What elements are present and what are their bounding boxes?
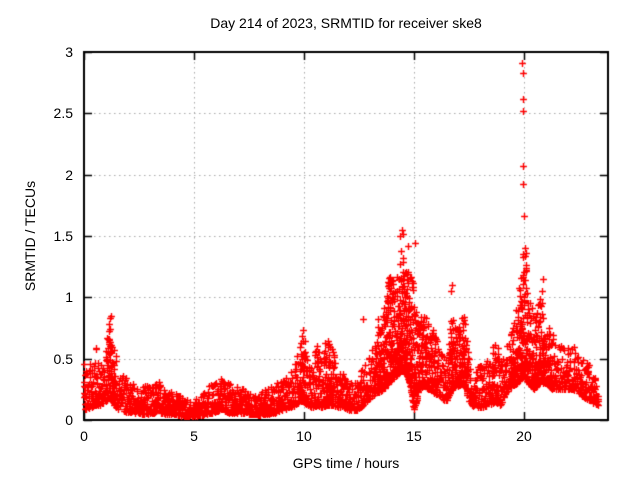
x-tick-label: 10 xyxy=(296,428,312,444)
x-axis-label: GPS time / hours xyxy=(292,455,400,471)
x-tick-label: 0 xyxy=(80,428,88,444)
y-tick-label: 2.5 xyxy=(53,105,73,122)
y-tick-label: 3 xyxy=(65,44,73,60)
y-tick-label: 0 xyxy=(65,412,73,428)
y-tick-label: 2 xyxy=(65,166,73,183)
x-tick-label: 15 xyxy=(406,428,422,444)
x-tick-label: 20 xyxy=(516,428,532,444)
y-tick-label: 1.5 xyxy=(53,228,73,244)
x-tick-label: 5 xyxy=(190,428,198,444)
chart-title: Day 214 of 2023, SRMTID for receiver ske… xyxy=(210,15,482,31)
y-tick-label: 1 xyxy=(65,289,73,306)
y-tick-label: 0.5 xyxy=(53,350,73,367)
